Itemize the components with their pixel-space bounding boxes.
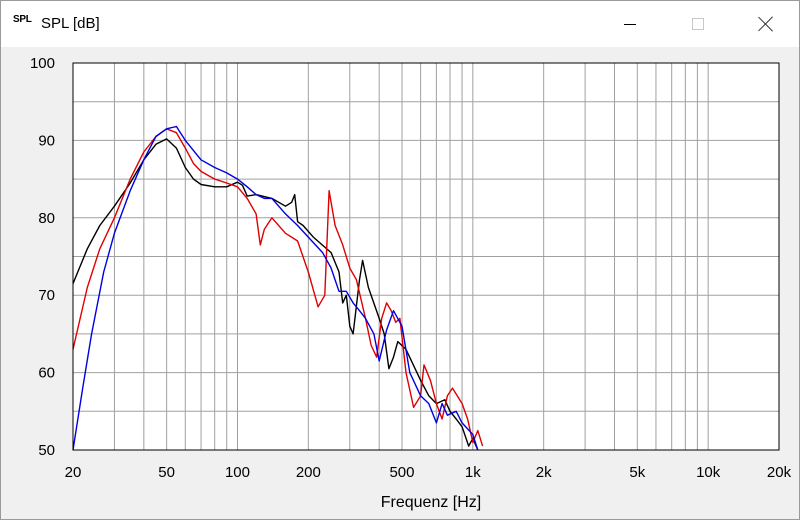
x-tick-label: 20 (65, 464, 82, 481)
x-tick-label: 5k (629, 464, 645, 481)
series-line-3 (72, 125, 479, 451)
window-title: SPL [dB] (41, 15, 100, 32)
grid (73, 63, 779, 450)
maximize-button[interactable] (675, 1, 721, 47)
y-tick-label: 60 (38, 365, 55, 382)
title-bar[interactable]: SPL SPL [dB] (1, 1, 799, 47)
y-tick-label: 50 (38, 442, 55, 459)
x-tick-label: 100 (225, 464, 250, 481)
x-tick-label: 500 (389, 464, 414, 481)
plot-border (72, 62, 780, 451)
minimize-button[interactable] (607, 1, 653, 47)
y-tick-labels: 50 60 70 80 90 100 (30, 55, 55, 459)
maximize-icon (692, 18, 704, 30)
close-icon (758, 16, 774, 32)
app-icon: SPL (13, 14, 32, 25)
series-group (72, 125, 484, 451)
x-tick-labels: 20 50 100 200 500 1k 2k 5k 10k 20k (65, 464, 792, 481)
close-button[interactable] (743, 1, 789, 47)
spl-chart: 20 50 100 200 500 1k 2k 5k 10k 20k 5060708090100 … (30, 55, 792, 511)
x-axis-label: Frequenz [Hz] (381, 494, 481, 511)
x-tick-label: 2k (536, 464, 552, 481)
x-tick-label: 10k (696, 464, 721, 481)
y-tick-label: 80 (38, 210, 55, 227)
series-line-2 (72, 128, 484, 447)
x-tick-label: 50 (158, 464, 175, 481)
minimize-icon (624, 23, 636, 25)
x-tick-label: 20k (767, 464, 792, 481)
x-tick-label: 200 (296, 464, 321, 481)
y-tick-label: 90 (38, 132, 55, 149)
y-tick-label: 70 (38, 287, 55, 304)
x-tick-label: 1k (465, 464, 481, 481)
y-tick-label: 100 (30, 55, 55, 72)
series-line-1 (72, 138, 479, 451)
